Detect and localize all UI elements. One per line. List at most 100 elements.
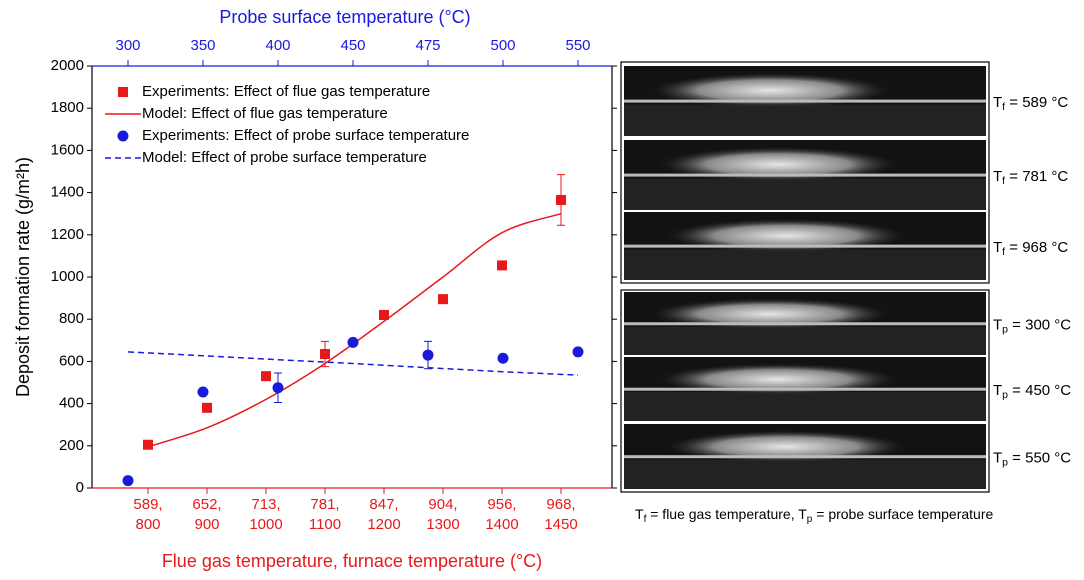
label-part: T bbox=[993, 239, 1002, 256]
caption-part: f bbox=[644, 514, 647, 525]
data-point bbox=[261, 371, 271, 382]
photo-label: Tp = 300 °C bbox=[993, 316, 1071, 335]
top-axis-title: Probe surface temperature (°C) bbox=[219, 7, 470, 27]
photo-probe bbox=[624, 322, 986, 326]
photo-deposit bbox=[650, 298, 890, 330]
x-tick-label: 1200 bbox=[367, 516, 400, 533]
top-tick-label: 550 bbox=[565, 37, 590, 54]
x-tick-label: 1400 bbox=[485, 516, 518, 533]
x-tick-label: 1300 bbox=[426, 516, 459, 533]
photo-deposit bbox=[658, 363, 898, 396]
label-part: = 300 °C bbox=[1008, 316, 1071, 333]
photo-label: Tf = 781 °C bbox=[993, 168, 1068, 187]
label-part: T bbox=[993, 168, 1002, 185]
photo-probe bbox=[624, 455, 986, 459]
data-point bbox=[422, 349, 434, 361]
photo-deposit bbox=[650, 73, 890, 108]
photo-label: Tf = 968 °C bbox=[993, 239, 1068, 258]
data-point bbox=[143, 439, 153, 450]
data-point bbox=[379, 309, 389, 320]
top-tick-label: 450 bbox=[340, 37, 365, 54]
photo-shade bbox=[624, 459, 986, 489]
label-part: p bbox=[1002, 456, 1008, 468]
x-tick-label: 781, bbox=[310, 496, 339, 513]
photo-shade bbox=[624, 249, 986, 280]
y-tick-label: 200 bbox=[59, 437, 84, 454]
y-tick-label: 600 bbox=[59, 352, 84, 369]
photo-label: Tf = 589 °C bbox=[993, 94, 1068, 113]
y-tick-label: 1400 bbox=[51, 184, 84, 201]
photo-deposit bbox=[666, 218, 906, 253]
label-part: f bbox=[1002, 175, 1005, 187]
x-tick-label: 956, bbox=[487, 496, 516, 513]
data-point bbox=[497, 260, 507, 271]
label-part: = 781 °C bbox=[1005, 168, 1068, 185]
photo-shade bbox=[624, 104, 986, 136]
label-part: = 550 °C bbox=[1008, 449, 1071, 466]
x-tick-label: 652, bbox=[192, 496, 221, 513]
photo-panels: Tf = 589 °CTf = 781 °CTf = 968 °CTp = 30… bbox=[620, 61, 1071, 525]
x-axis-title: Flue gas temperature, furnace temperatur… bbox=[162, 551, 542, 571]
x-tick-label: 904, bbox=[428, 496, 457, 513]
caption-part: p bbox=[807, 514, 813, 525]
data-point bbox=[556, 194, 566, 205]
photo-probe bbox=[624, 99, 986, 103]
caption-part: T bbox=[798, 506, 807, 522]
x-tick-label: 1450 bbox=[544, 516, 577, 533]
photo-shade bbox=[624, 392, 986, 421]
legend-label: Model: Effect of flue gas temperature bbox=[142, 105, 388, 122]
data-point bbox=[572, 346, 584, 358]
y-tick-label: 800 bbox=[59, 310, 84, 327]
caption-part: = flue gas temperature, bbox=[646, 506, 798, 522]
data-point bbox=[122, 475, 134, 487]
caption-part: T bbox=[635, 506, 644, 522]
photo-deposit bbox=[658, 147, 898, 182]
data-point bbox=[320, 349, 330, 360]
y-tick-label: 0 bbox=[76, 479, 84, 496]
data-point bbox=[438, 294, 448, 305]
data-point bbox=[347, 336, 359, 348]
photo-shade bbox=[624, 326, 986, 355]
x-tick-label: 847, bbox=[369, 496, 398, 513]
x-tick-label: 589, bbox=[133, 496, 162, 513]
label-part: p bbox=[1002, 323, 1008, 335]
label-part: T bbox=[993, 94, 1002, 111]
y-tick-label: 1800 bbox=[51, 99, 84, 116]
photo-probe bbox=[624, 244, 986, 248]
x-tick-label: 1000 bbox=[249, 516, 282, 533]
legend-marker bbox=[117, 130, 129, 142]
data-point bbox=[497, 352, 509, 364]
top-tick-label: 500 bbox=[490, 37, 515, 54]
label-part: = 450 °C bbox=[1008, 382, 1071, 399]
x-tick-label: 713, bbox=[251, 496, 280, 513]
caption-part: = probe surface temperature bbox=[812, 506, 993, 522]
photo-label: Tp = 450 °C bbox=[993, 382, 1071, 401]
top-tick-label: 300 bbox=[115, 37, 140, 54]
legend-label: Experiments: Effect of flue gas temperat… bbox=[142, 83, 430, 100]
top-tick-label: 350 bbox=[190, 37, 215, 54]
y-tick-label: 2000 bbox=[51, 57, 84, 74]
photo-deposit bbox=[666, 430, 906, 463]
legend-label: Experiments: Effect of probe surface tem… bbox=[142, 127, 469, 144]
label-part: f bbox=[1002, 101, 1005, 113]
photo-probe bbox=[624, 173, 986, 177]
legend-marker bbox=[118, 87, 128, 97]
y-tick-label: 1000 bbox=[51, 268, 84, 285]
top-tick-label: 475 bbox=[415, 37, 440, 54]
data-point bbox=[202, 402, 212, 413]
x-tick-label: 1100 bbox=[309, 516, 341, 533]
photo-probe bbox=[624, 387, 986, 391]
label-part: T bbox=[993, 449, 1002, 466]
legend-label: Model: Effect of probe surface temperatu… bbox=[142, 149, 427, 166]
caption: Tf = flue gas temperature, Tp = probe su… bbox=[635, 506, 994, 525]
photo-shade bbox=[624, 178, 986, 210]
y-tick-label: 400 bbox=[59, 395, 84, 412]
y-tick-label: 1200 bbox=[51, 226, 84, 243]
photo-label: Tp = 550 °C bbox=[993, 449, 1071, 468]
label-part: f bbox=[1002, 246, 1005, 258]
data-point bbox=[272, 382, 284, 394]
label-part: T bbox=[993, 316, 1002, 333]
x-tick-label: 900 bbox=[194, 516, 219, 533]
top-tick-label: 400 bbox=[265, 37, 290, 54]
